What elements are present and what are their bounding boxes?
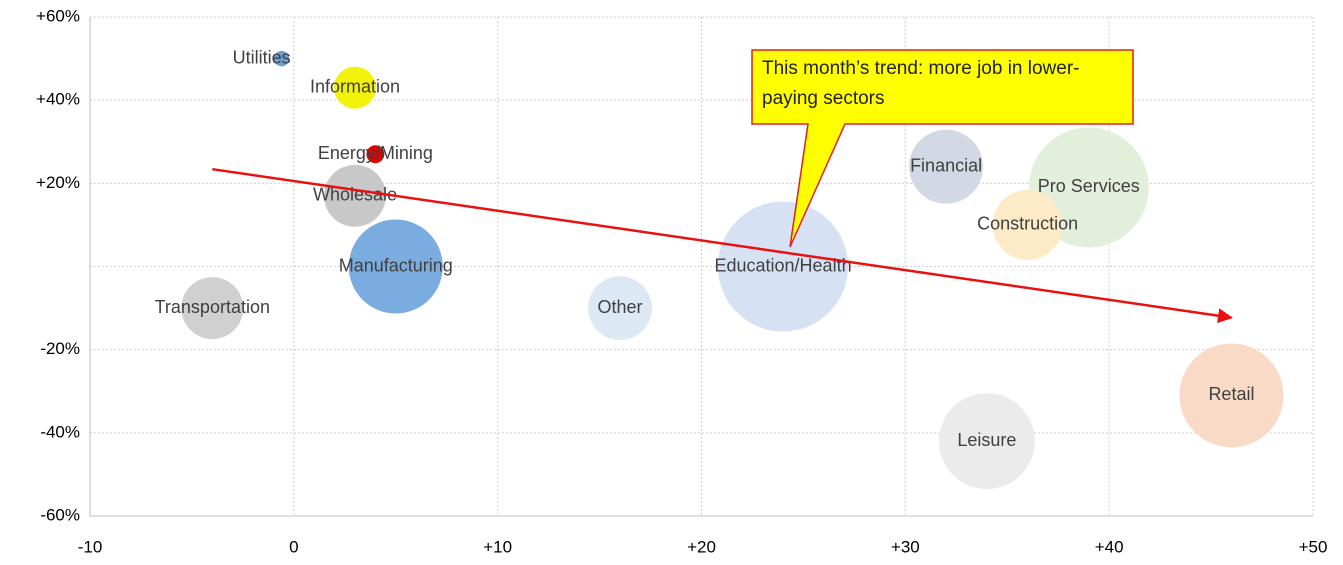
x-tick-label: 0 <box>289 537 298 556</box>
bubble-label: Construction <box>977 214 1078 234</box>
bubble <box>181 277 244 340</box>
bubble-label: Energy/Mining <box>318 143 433 163</box>
bubble-label: Wholesale <box>313 185 397 205</box>
bubble <box>588 276 652 341</box>
bubble <box>366 145 385 164</box>
bubble-label: Utilities <box>233 47 291 67</box>
bubbles: Utilities Information Energy/Mining Wholesa… <box>155 47 1284 490</box>
bubble <box>348 219 443 314</box>
bubble-label: Financial <box>910 155 982 175</box>
trend-line <box>212 167 1233 324</box>
callout-text: This month’s trend: more job in lower-pa… <box>762 58 1080 109</box>
x-tick-label: +20 <box>687 537 716 556</box>
y-tick-label: -20% <box>40 339 80 358</box>
callout: This month’s trend: more job in lower-pa… <box>751 49 1134 248</box>
bubble-label: Information <box>310 76 400 96</box>
bubble <box>992 189 1063 260</box>
bubble-label: Leisure <box>957 430 1016 450</box>
trend <box>212 167 1233 324</box>
y-tick-label: +40% <box>36 90 80 109</box>
bubble <box>273 50 290 67</box>
bubble <box>717 201 849 332</box>
bubble-label: Education/Health <box>714 255 851 275</box>
bubble-label: Other <box>597 297 642 317</box>
bubble <box>334 66 376 109</box>
bubble <box>1179 343 1284 448</box>
callout-text-box: This month’s trend: more job in lower-pa… <box>762 58 1080 109</box>
y-tick-label: -40% <box>40 422 80 441</box>
callout-box <box>751 49 1134 248</box>
bubble-label: Pro Services <box>1038 176 1140 196</box>
bubble-label: Retail <box>1208 384 1254 404</box>
grid: -60% -40% -20% +20% +40% +60% -10 0 +10 +20 +30 +40… <box>36 6 1327 556</box>
x-tick-label: +50 <box>1299 537 1328 556</box>
bubble <box>323 164 386 227</box>
y-tick-label: +60% <box>36 6 80 25</box>
bubble <box>938 393 1035 490</box>
x-tick-label: +10 <box>483 537 512 556</box>
x-tick-label: +30 <box>891 537 920 556</box>
y-tick-label: -60% <box>40 505 80 524</box>
x-tick-label: +40 <box>1095 537 1124 556</box>
bubble-label: Manufacturing <box>339 255 453 275</box>
x-tick-label: -10 <box>78 537 103 556</box>
bubble-label: Transportation <box>155 297 270 317</box>
y-tick-label: +20% <box>36 173 80 192</box>
bubble <box>909 129 984 204</box>
